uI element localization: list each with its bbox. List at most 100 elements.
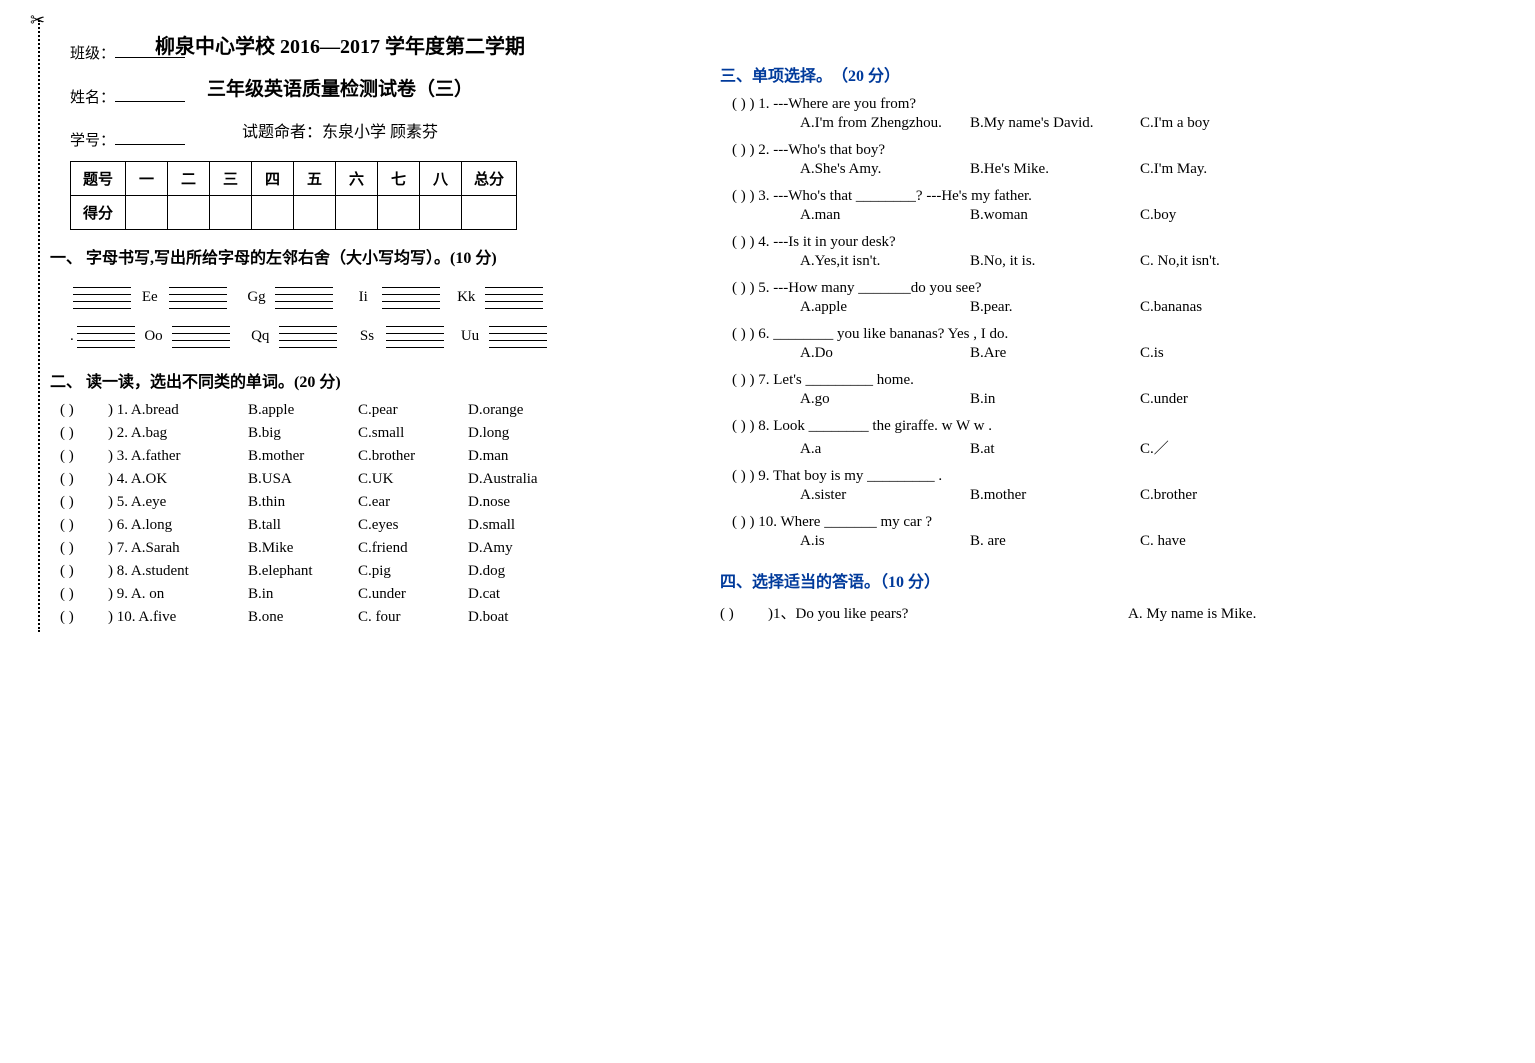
cut-line xyxy=(38,20,40,632)
section4-list: ( ))1、Do you like pears?A. My name is Mi… xyxy=(720,602,1440,623)
id-blank[interactable] xyxy=(115,130,185,145)
item-num: ) 2. A.bag xyxy=(108,425,248,442)
class-blank[interactable] xyxy=(115,43,185,58)
four-line-blank[interactable] xyxy=(489,326,547,348)
option-b: B.apple xyxy=(248,402,358,419)
score-cell[interactable] xyxy=(336,196,378,230)
four-line-blank[interactable] xyxy=(382,287,440,309)
answer-paren[interactable]: ( ) xyxy=(732,234,746,250)
answer-paren[interactable]: ( ) xyxy=(732,326,746,342)
answer-paren[interactable]: ( ) xyxy=(720,606,768,623)
answer-paren[interactable]: ( ) xyxy=(732,418,746,434)
option: A.is xyxy=(800,533,970,550)
answer-paren[interactable]: ( ) xyxy=(60,517,108,534)
four-line-blank[interactable] xyxy=(77,326,135,348)
answer-paren[interactable]: ( ) xyxy=(60,448,108,465)
section2-item: ( )) 4. A.OKB.USAC.UKD.Australia xyxy=(60,471,660,488)
score-row2-label: 得分 xyxy=(71,196,126,230)
score-cell[interactable] xyxy=(378,196,420,230)
option: B. are xyxy=(970,533,1140,550)
answer-paren[interactable]: ( ) xyxy=(60,586,108,603)
item-num: ) 3. A.father xyxy=(108,448,248,465)
item-num: ) 7. A.Sarah xyxy=(108,540,248,557)
four-line-blank[interactable] xyxy=(172,326,230,348)
option: B.My name's David. xyxy=(970,115,1140,132)
section3-item: ( ) ) 9. That boy is my _________ .A.sis… xyxy=(720,468,1440,504)
options-row: A.She's Amy.B.He's Mike.C.I'm May. xyxy=(800,161,1440,178)
answer-paren[interactable]: ( ) xyxy=(60,471,108,488)
option: B.woman xyxy=(970,207,1140,224)
section3-item: ( ) ) 10. Where _______ my car ?A.isB. a… xyxy=(720,514,1440,550)
answer-paren[interactable]: ( ) xyxy=(732,96,746,112)
answer-paren[interactable]: ( ) xyxy=(732,188,746,204)
answer-paren[interactable]: ( ) xyxy=(60,494,108,511)
four-line-blank[interactable] xyxy=(279,326,337,348)
option: A.She's Amy. xyxy=(800,161,970,178)
letter-given: Qq xyxy=(248,317,272,356)
options-row: A.goB.inC.under xyxy=(800,391,1440,408)
score-cell[interactable] xyxy=(168,196,210,230)
score-cell[interactable] xyxy=(462,196,517,230)
options-row: A.Yes,it isn't.B.No, it is.C. No,it isn'… xyxy=(800,253,1440,270)
section4-header: 四、选择适当的答语。（10 分） xyxy=(720,568,1440,592)
option-b: B.USA xyxy=(248,471,358,488)
answer-paren[interactable]: ( ) xyxy=(60,402,108,419)
answer-paren[interactable]: ( ) xyxy=(732,280,746,296)
answer-option: A. My name is Mike. xyxy=(1128,606,1256,623)
section2-item: ( )) 9. A. onB.inC.underD.cat xyxy=(60,586,660,603)
options-row: A.isB. areC. have xyxy=(800,533,1440,550)
answer-paren[interactable]: ( ) xyxy=(732,468,746,484)
options-row: A.appleB.pear.C.bananas xyxy=(800,299,1440,316)
option: B.at xyxy=(970,441,1140,458)
letter-given: Ii xyxy=(351,278,375,317)
score-col: 七 xyxy=(378,162,420,196)
score-cell[interactable] xyxy=(126,196,168,230)
option: B.pear. xyxy=(970,299,1140,316)
answer-paren[interactable]: ( ) xyxy=(60,609,108,626)
four-line-blank[interactable] xyxy=(485,287,543,309)
options-row: A.manB.womanC.boy xyxy=(800,207,1440,224)
option: C.boy xyxy=(1140,207,1310,224)
score-cell[interactable] xyxy=(210,196,252,230)
section3-item: ( ) ) 6. ________ you like bananas? Yes … xyxy=(720,326,1440,362)
option: A.I'm from Zhengzhou. xyxy=(800,115,970,132)
name-blank[interactable] xyxy=(115,87,185,102)
score-col: 四 xyxy=(252,162,294,196)
option: B.Are xyxy=(970,345,1140,362)
scissor-icon: ✂ xyxy=(30,10,45,31)
option: C. No,it isn't. xyxy=(1140,253,1310,270)
option: B.He's Mike. xyxy=(970,161,1140,178)
answer-paren[interactable]: ( ) xyxy=(60,540,108,557)
option-c: C.small xyxy=(358,425,468,442)
answer-paren[interactable]: ( ) xyxy=(60,425,108,442)
answer-paren[interactable]: ( ) xyxy=(60,563,108,580)
item-num: ) 8. A.student xyxy=(108,563,248,580)
item-stem: )1、Do you like pears? xyxy=(768,602,1128,623)
score-cell[interactable] xyxy=(420,196,462,230)
score-col: 八 xyxy=(420,162,462,196)
four-line-blank[interactable] xyxy=(275,287,333,309)
four-line-blank[interactable] xyxy=(73,287,131,309)
option: A.Yes,it isn't. xyxy=(800,253,970,270)
options-row: A.I'm from Zhengzhou.B.My name's David.C… xyxy=(800,115,1440,132)
option: C. have xyxy=(1140,533,1310,550)
option-b: B.one xyxy=(248,609,358,626)
option: C.I'm a boy xyxy=(1140,115,1310,132)
letter-given: Gg xyxy=(245,278,269,317)
score-cell[interactable] xyxy=(252,196,294,230)
right-column: 三、单项选择。 （20 分） ( ) ) 1. ---Where are you… xyxy=(720,30,1440,632)
option: C.bananas xyxy=(1140,299,1310,316)
option: A.sister xyxy=(800,487,970,504)
four-line-blank[interactable] xyxy=(386,326,444,348)
option-d: D.dog xyxy=(468,563,578,580)
score-cell[interactable] xyxy=(294,196,336,230)
option-d: D.man xyxy=(468,448,578,465)
option: C.under xyxy=(1140,391,1310,408)
option: C.／ xyxy=(1140,437,1310,458)
options-row: A.sisterB.motherC.brother xyxy=(800,487,1440,504)
answer-paren[interactable]: ( ) xyxy=(732,514,746,530)
four-line-blank[interactable] xyxy=(169,287,227,309)
option-b: B.mother xyxy=(248,448,358,465)
answer-paren[interactable]: ( ) xyxy=(732,372,746,388)
answer-paren[interactable]: ( ) xyxy=(732,142,746,158)
